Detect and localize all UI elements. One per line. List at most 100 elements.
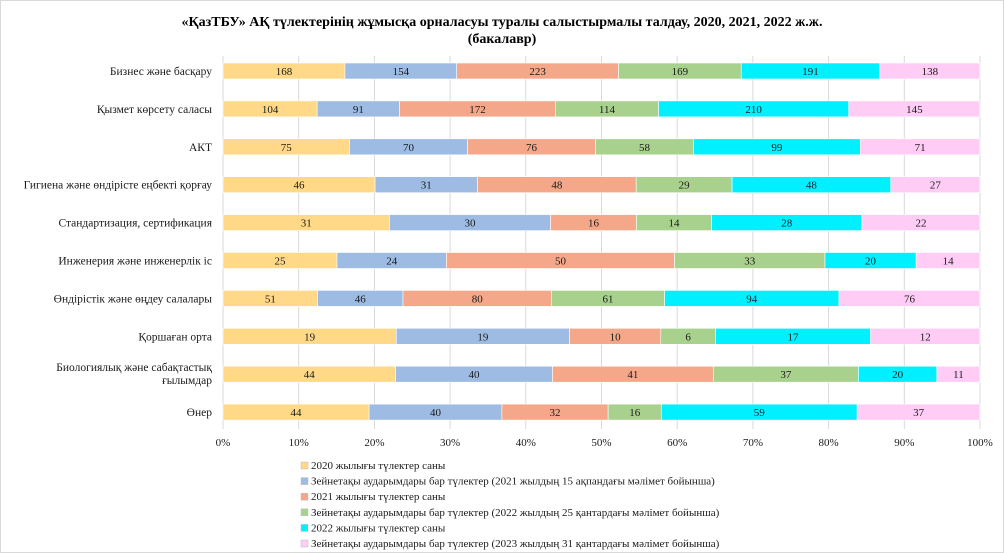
bar-segment bbox=[890, 176, 981, 193]
data-label: 58 bbox=[639, 142, 651, 154]
x-tick-label: 80% bbox=[819, 437, 839, 449]
data-label: 169 bbox=[672, 66, 689, 78]
x-tick-label: 100% bbox=[967, 437, 993, 449]
bar-segment bbox=[879, 62, 981, 80]
chart-title-line: «ҚазТБУ» АҚ түлектерінің жұмысқа орналас… bbox=[182, 15, 823, 30]
data-label: 80 bbox=[472, 293, 484, 305]
x-tick-label: 90% bbox=[894, 437, 914, 449]
category-label: Өнер bbox=[187, 407, 213, 419]
data-label: 44 bbox=[291, 407, 303, 419]
data-label: 32 bbox=[550, 407, 561, 419]
x-tick-label: 40% bbox=[516, 437, 536, 449]
legend-swatch bbox=[300, 508, 309, 517]
data-label: 46 bbox=[355, 293, 367, 305]
data-label: 114 bbox=[599, 104, 616, 116]
chart-title-line: (бакалавр) bbox=[468, 32, 537, 47]
data-label: 22 bbox=[915, 218, 926, 230]
legend-label: Зейнетақы аударымдары бар түлектер (2021… bbox=[311, 476, 715, 488]
x-tick-label: 70% bbox=[743, 437, 763, 449]
data-label: 76 bbox=[904, 293, 916, 305]
data-label: 31 bbox=[421, 180, 432, 192]
data-label: 29 bbox=[679, 180, 691, 192]
data-label: 223 bbox=[529, 66, 546, 78]
x-tick-label: 0% bbox=[216, 437, 231, 449]
data-label: 94 bbox=[746, 293, 758, 305]
x-tick-label: 10% bbox=[289, 437, 309, 449]
bar-segment bbox=[936, 365, 981, 383]
data-label: 210 bbox=[745, 104, 762, 116]
bar-segment bbox=[870, 327, 981, 345]
data-label: 59 bbox=[754, 407, 766, 419]
category-label: АКТ bbox=[189, 142, 212, 154]
data-label: 20 bbox=[892, 369, 904, 381]
x-tick-label: 50% bbox=[591, 437, 611, 449]
data-label: 70 bbox=[403, 142, 415, 154]
data-label: 40 bbox=[430, 407, 442, 419]
legend-swatch bbox=[300, 524, 309, 532]
category-label: Гигиена және өндірісте еңбекті қорғау bbox=[24, 180, 213, 192]
legend-label: 2022 жылығы түлектер саны bbox=[311, 522, 446, 534]
data-label: 154 bbox=[393, 66, 410, 78]
data-label: 138 bbox=[922, 66, 939, 78]
bar-segment bbox=[915, 252, 981, 269]
data-label: 19 bbox=[477, 331, 489, 343]
data-label: 48 bbox=[806, 180, 818, 192]
bar-segment bbox=[859, 138, 981, 156]
legend-label: 2021 жылығы түлектер саны bbox=[311, 491, 446, 503]
data-label: 48 bbox=[551, 180, 563, 192]
category-label: Қоршаған орта bbox=[138, 331, 212, 343]
data-label: 37 bbox=[913, 407, 925, 419]
data-label: 40 bbox=[469, 369, 481, 381]
data-label: 30 bbox=[464, 218, 476, 230]
bar-segment bbox=[838, 290, 981, 307]
data-label: 14 bbox=[668, 218, 680, 230]
data-label: 24 bbox=[386, 256, 398, 268]
data-label: 104 bbox=[262, 104, 279, 116]
data-label: 25 bbox=[275, 256, 287, 268]
legend-swatch bbox=[300, 477, 309, 485]
data-label: 71 bbox=[915, 142, 926, 154]
data-label: 11 bbox=[953, 369, 964, 381]
data-label: 33 bbox=[744, 256, 756, 268]
data-label: 10 bbox=[610, 331, 622, 343]
category-label: ғылымдар bbox=[162, 375, 212, 387]
data-label: 50 bbox=[555, 256, 567, 268]
data-label: 31 bbox=[301, 218, 312, 230]
data-label: 6 bbox=[685, 331, 691, 343]
data-label: 28 bbox=[781, 218, 793, 230]
data-label: 75 bbox=[281, 142, 293, 154]
data-label: 20 bbox=[865, 256, 877, 268]
x-tick-label: 20% bbox=[364, 437, 384, 449]
data-label: 51 bbox=[265, 293, 276, 305]
data-label: 91 bbox=[353, 104, 364, 116]
legend-label: Зейнетақы аударымдары бар түлектер (2023… bbox=[311, 538, 720, 550]
x-tick-label: 60% bbox=[667, 437, 687, 449]
category-label: Қызмет көрсету саласы bbox=[97, 104, 212, 116]
data-label: 16 bbox=[629, 407, 641, 419]
data-label: 44 bbox=[304, 369, 316, 381]
data-label: 168 bbox=[276, 66, 293, 78]
bar-segment bbox=[861, 214, 981, 231]
legend-label: 2020 жылығы түлектер саны bbox=[311, 460, 446, 472]
data-label: 14 bbox=[943, 256, 955, 268]
data-label: 41 bbox=[627, 369, 638, 381]
data-label: 37 bbox=[780, 369, 792, 381]
data-label: 16 bbox=[588, 218, 600, 230]
category-label: Инженерия және инженерлік іс bbox=[58, 256, 212, 268]
bar-segment bbox=[856, 403, 981, 421]
data-label: 27 bbox=[930, 180, 942, 192]
data-label: 19 bbox=[304, 331, 316, 343]
category-label: Стандартизация, сертификация bbox=[58, 218, 212, 230]
data-label: 17 bbox=[788, 331, 800, 343]
data-label: 61 bbox=[602, 293, 613, 305]
category-label: Өндірістік және өңдеу салалары bbox=[54, 293, 213, 305]
category-label: Бизнес және басқару bbox=[110, 66, 212, 78]
legend-label: Зейнетақы аударымдары бар түлектер (2022… bbox=[311, 507, 720, 519]
data-label: 99 bbox=[771, 142, 783, 154]
data-label: 145 bbox=[906, 104, 923, 116]
data-label: 46 bbox=[294, 180, 306, 192]
legend-swatch bbox=[300, 539, 309, 548]
bar-segment bbox=[848, 100, 981, 118]
